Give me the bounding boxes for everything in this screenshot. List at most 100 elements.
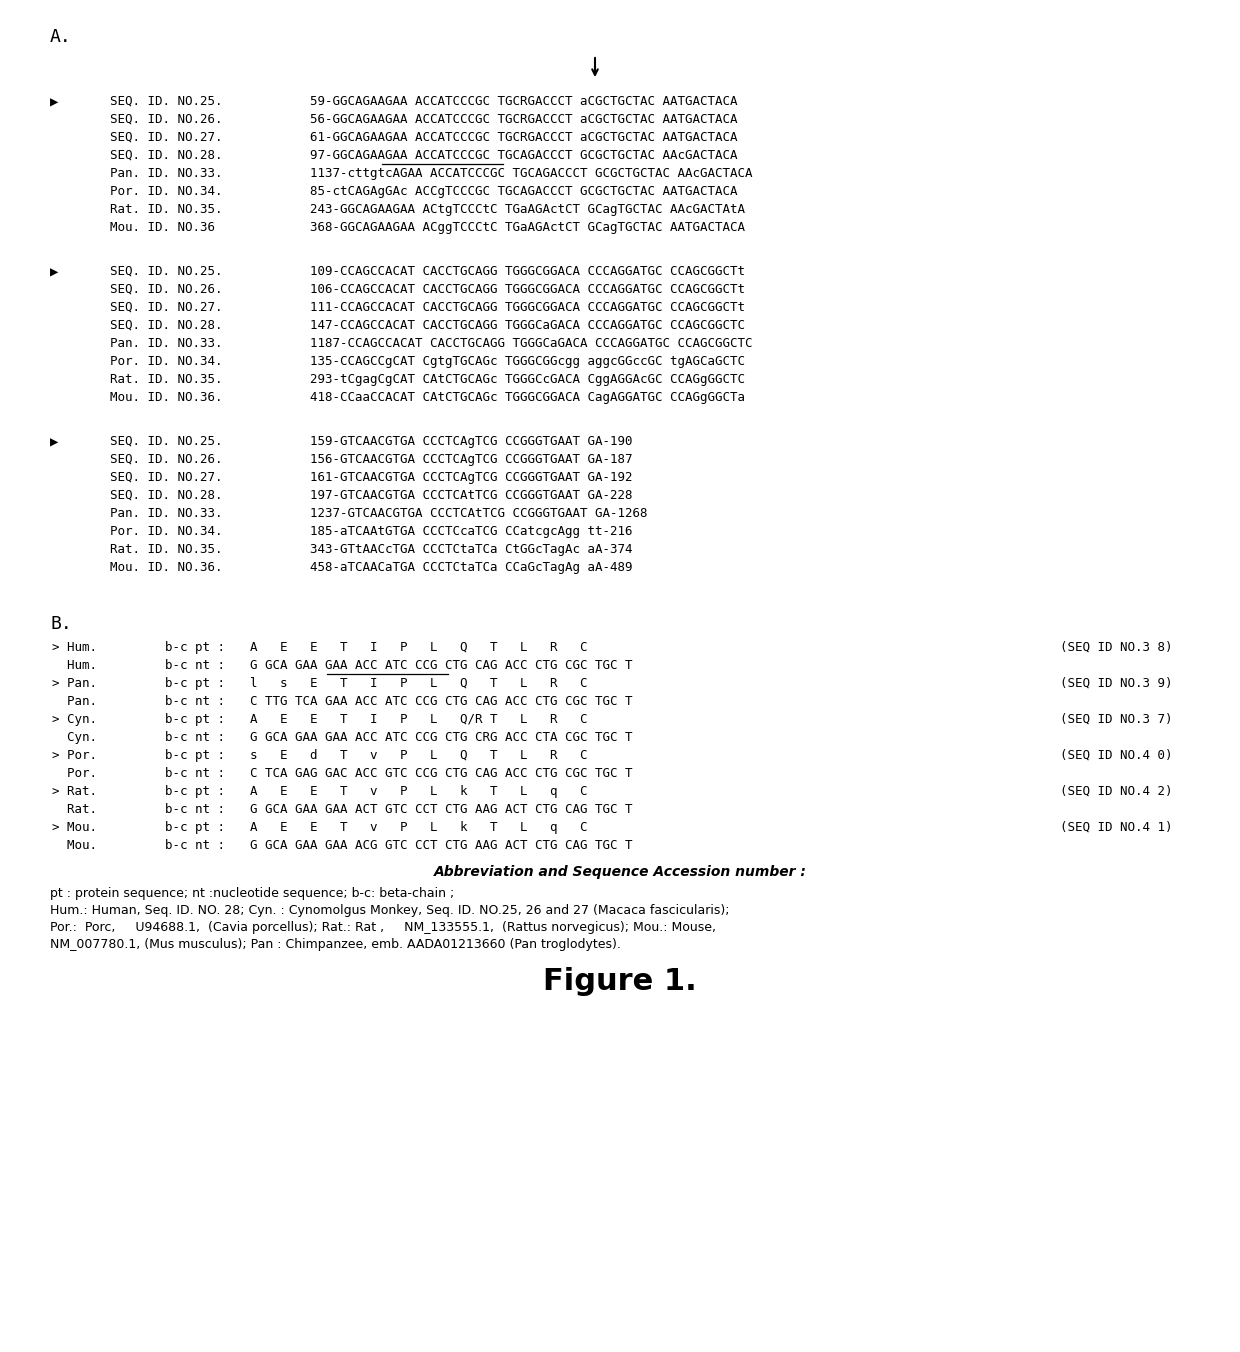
Text: (SEQ ID NO.4 1): (SEQ ID NO.4 1) xyxy=(1060,821,1173,834)
Text: Pan.: Pan. xyxy=(52,695,97,708)
Text: 156-GTCAACGTGA CCCTCAgTCG CCGGGTGAAT GA-187: 156-GTCAACGTGA CCCTCAgTCG CCGGGTGAAT GA-… xyxy=(310,453,632,466)
Text: SEQ. ID. NO.28.: SEQ. ID. NO.28. xyxy=(110,149,222,162)
Text: Mou. ID. NO.36.: Mou. ID. NO.36. xyxy=(110,561,222,575)
Text: 1237-GTCAACGTGA CCCTCAtTCG CCGGGTGAAT GA-1268: 1237-GTCAACGTGA CCCTCAtTCG CCGGGTGAAT GA… xyxy=(310,507,647,521)
Text: Cyn.: Cyn. xyxy=(52,731,97,744)
Text: 159-GTCAACGTGA CCCTCAgTCG CCGGGTGAAT GA-190: 159-GTCAACGTGA CCCTCAgTCG CCGGGTGAAT GA-… xyxy=(310,435,632,448)
Text: A   E   E   T   I   P   L   Q   T   L   R   C: A E E T I P L Q T L R C xyxy=(250,641,588,654)
Text: Mou. ID. NO.36.: Mou. ID. NO.36. xyxy=(110,391,222,404)
Text: Por. ID. NO.34.: Por. ID. NO.34. xyxy=(110,525,222,538)
Text: A   E   E   T   I   P   L   Q/R T   L   R   C: A E E T I P L Q/R T L R C xyxy=(250,713,588,726)
Text: Pan. ID. NO.33.: Pan. ID. NO.33. xyxy=(110,507,222,521)
Text: Abbreviation and Sequence Accession number :: Abbreviation and Sequence Accession numb… xyxy=(434,865,806,879)
Text: Hum.: Hum. xyxy=(52,658,97,672)
Text: (SEQ ID NO.3 9): (SEQ ID NO.3 9) xyxy=(1060,677,1173,690)
Text: 343-GTtAACcTGA CCCTCtaTCa CtGGcTagAc aA-374: 343-GTtAACcTGA CCCTCtaTCa CtGGcTagAc aA-… xyxy=(310,544,632,556)
Text: Por.:  Porc,     U94688.1,  (Cavia porcellus); Rat.: Rat ,     NM_133555.1,  (Ra: Por.: Porc, U94688.1, (Cavia porcellus);… xyxy=(50,921,715,934)
Text: SEQ. ID. NO.27.: SEQ. ID. NO.27. xyxy=(110,470,222,484)
Text: 197-GTCAACGTGA CCCTCAtTCG CCGGGTGAAT GA-228: 197-GTCAACGTGA CCCTCAtTCG CCGGGTGAAT GA-… xyxy=(310,489,632,502)
Text: Hum.: Human, Seq. ID. NO. 28; Cyn. : Cynomolgus Monkey, Seq. ID. NO.25, 26 and 2: Hum.: Human, Seq. ID. NO. 28; Cyn. : Cyn… xyxy=(50,904,729,917)
Text: s   E   d   T   v   P   L   Q   T   L   R   C: s E d T v P L Q T L R C xyxy=(250,749,588,763)
Text: 243-GGCAGAAGAA ACtgTCCCtC TGaAGActCT GCagTGCTAC AAcGACTAtA: 243-GGCAGAAGAA ACtgTCCCtC TGaAGActCT GCa… xyxy=(310,203,745,216)
Text: Rat.: Rat. xyxy=(52,803,97,817)
Text: 135-CCAGCCgCAT CgtgTGCAGc TGGGCGGcgg aggcGGccGC tgAGCaGCTC: 135-CCAGCCgCAT CgtgTGCAGc TGGGCGGcgg agg… xyxy=(310,356,745,368)
Text: G GCA GAA GAA ACC ATC CCG CTG CAG ACC CTG CGC TGC T: G GCA GAA GAA ACC ATC CCG CTG CAG ACC CT… xyxy=(250,658,632,672)
Text: Rat. ID. NO.35.: Rat. ID. NO.35. xyxy=(110,544,222,556)
Text: SEQ. ID. NO.28.: SEQ. ID. NO.28. xyxy=(110,319,222,333)
Text: C TTG TCA GAA ACC ATC CCG CTG CAG ACC CTG CGC TGC T: C TTG TCA GAA ACC ATC CCG CTG CAG ACC CT… xyxy=(250,695,632,708)
Text: > Pan.: > Pan. xyxy=(52,677,97,690)
Text: 85-ctCAGAgGAc ACCgTCCCGC TGCAGACCCT GCGCTGCTAC AATGACTACA: 85-ctCAGAgGAc ACCgTCCCGC TGCAGACCCT GCGC… xyxy=(310,185,738,197)
Text: l   s   E   T   I   P   L   Q   T   L   R   C: l s E T I P L Q T L R C xyxy=(250,677,588,690)
Text: 185-aTCAAtGTGA CCCTCcaTCG CCatcgcAgg tt-216: 185-aTCAAtGTGA CCCTCcaTCG CCatcgcAgg tt-… xyxy=(310,525,632,538)
Text: 109-CCAGCCACAT CACCTGCAGG TGGGCGGACA CCCAGGATGC CCAGCGGCTt: 109-CCAGCCACAT CACCTGCAGG TGGGCGGACA CCC… xyxy=(310,265,745,279)
Text: ▶: ▶ xyxy=(50,265,58,279)
Text: Figure 1.: Figure 1. xyxy=(543,967,697,996)
Text: b-c nt :: b-c nt : xyxy=(165,731,224,744)
Text: (SEQ ID NO.4 0): (SEQ ID NO.4 0) xyxy=(1060,749,1173,763)
Text: pt : protein sequence; nt :nucleotide sequence; b-c: beta-chain ;: pt : protein sequence; nt :nucleotide se… xyxy=(50,887,454,900)
Text: SEQ. ID. NO.26.: SEQ. ID. NO.26. xyxy=(110,283,222,296)
Text: SEQ. ID. NO.25.: SEQ. ID. NO.25. xyxy=(110,265,222,279)
Text: b-c pt :: b-c pt : xyxy=(165,641,224,654)
Text: SEQ. ID. NO.25.: SEQ. ID. NO.25. xyxy=(110,435,222,448)
Text: > Por.: > Por. xyxy=(52,749,97,763)
Text: SEQ. ID. NO.27.: SEQ. ID. NO.27. xyxy=(110,131,222,145)
Text: SEQ. ID. NO.25.: SEQ. ID. NO.25. xyxy=(110,95,222,108)
Text: b-c nt :: b-c nt : xyxy=(165,658,224,672)
Text: b-c pt :: b-c pt : xyxy=(165,749,224,763)
Text: b-c pt :: b-c pt : xyxy=(165,713,224,726)
Text: A   E   E   T   v   P   L   k   T   L   q   C: A E E T v P L k T L q C xyxy=(250,821,588,834)
Text: 61-GGCAGAAGAA ACCATCCCGC TGCRGACCCT aCGCTGCTAC AATGACTACA: 61-GGCAGAAGAA ACCATCCCGC TGCRGACCCT aCGC… xyxy=(310,131,738,145)
Text: Por. ID. NO.34.: Por. ID. NO.34. xyxy=(110,356,222,368)
Text: Rat. ID. NO.35.: Rat. ID. NO.35. xyxy=(110,373,222,387)
Text: > Mou.: > Mou. xyxy=(52,821,97,834)
Text: 161-GTCAACGTGA CCCTCAgTCG CCGGGTGAAT GA-192: 161-GTCAACGTGA CCCTCAgTCG CCGGGTGAAT GA-… xyxy=(310,470,632,484)
Text: 59-GGCAGAAGAA ACCATCCCGC TGCRGACCCT aCGCTGCTAC AATGACTACA: 59-GGCAGAAGAA ACCATCCCGC TGCRGACCCT aCGC… xyxy=(310,95,738,108)
Text: SEQ. ID. NO.28.: SEQ. ID. NO.28. xyxy=(110,489,222,502)
Text: b-c pt :: b-c pt : xyxy=(165,677,224,690)
Text: NM_007780.1, (Mus musculus); Pan : Chimpanzee, emb. AADA01213660 (Pan troglodyte: NM_007780.1, (Mus musculus); Pan : Chimp… xyxy=(50,938,621,950)
Text: 106-CCAGCCACAT CACCTGCAGG TGGGCGGACA CCCAGGATGC CCAGCGGCTt: 106-CCAGCCACAT CACCTGCAGG TGGGCGGACA CCC… xyxy=(310,283,745,296)
Text: A.: A. xyxy=(50,28,72,46)
Text: Mou.: Mou. xyxy=(52,840,97,852)
Text: Rat. ID. NO.35.: Rat. ID. NO.35. xyxy=(110,203,222,216)
Text: 368-GGCAGAAGAA ACggTCCCtC TGaAGActCT GCagTGCTAC AATGACTACA: 368-GGCAGAAGAA ACggTCCCtC TGaAGActCT GCa… xyxy=(310,220,745,234)
Text: 147-CCAGCCACAT CACCTGCAGG TGGGCaGACA CCCAGGATGC CCAGCGGCTC: 147-CCAGCCACAT CACCTGCAGG TGGGCaGACA CCC… xyxy=(310,319,745,333)
Text: 1187-CCAGCCACAT CACCTGCAGG TGGGCaGACA CCCAGGATGC CCAGCGGCTC: 1187-CCAGCCACAT CACCTGCAGG TGGGCaGACA CC… xyxy=(310,337,753,350)
Text: > Rat.: > Rat. xyxy=(52,786,97,798)
Text: ▶: ▶ xyxy=(50,435,58,449)
Text: A   E   E   T   v   P   L   k   T   L   q   C: A E E T v P L k T L q C xyxy=(250,786,588,798)
Text: 418-CCaaCCACAT CAtCTGCAGc TGGGCGGACA CagAGGATGC CCAGgGGCTa: 418-CCaaCCACAT CAtCTGCAGc TGGGCGGACA Cag… xyxy=(310,391,745,404)
Text: Por.: Por. xyxy=(52,767,97,780)
Text: SEQ. ID. NO.27.: SEQ. ID. NO.27. xyxy=(110,301,222,314)
Text: Mou. ID. NO.36: Mou. ID. NO.36 xyxy=(110,220,215,234)
Text: 458-aTCAACaTGA CCCTCtaTCa CCaGcTagAg aA-489: 458-aTCAACaTGA CCCTCtaTCa CCaGcTagAg aA-… xyxy=(310,561,632,575)
Text: Pan. ID. NO.33.: Pan. ID. NO.33. xyxy=(110,168,222,180)
Text: (SEQ ID NO.4 2): (SEQ ID NO.4 2) xyxy=(1060,786,1173,798)
Text: B.: B. xyxy=(50,615,72,633)
Text: G GCA GAA GAA ACC ATC CCG CTG CRG ACC CTA CGC TGC T: G GCA GAA GAA ACC ATC CCG CTG CRG ACC CT… xyxy=(250,731,632,744)
Text: 97-GGCAGAAGAA ACCATCCCGC TGCAGACCCT GCGCTGCTAC AAcGACTACA: 97-GGCAGAAGAA ACCATCCCGC TGCAGACCCT GCGC… xyxy=(310,149,738,162)
Text: b-c nt :: b-c nt : xyxy=(165,840,224,852)
Text: (SEQ ID NO.3 7): (SEQ ID NO.3 7) xyxy=(1060,713,1173,726)
Text: 111-CCAGCCACAT CACCTGCAGG TGGGCGGACA CCCAGGATGC CCAGCGGCTt: 111-CCAGCCACAT CACCTGCAGG TGGGCGGACA CCC… xyxy=(310,301,745,314)
Text: SEQ. ID. NO.26.: SEQ. ID. NO.26. xyxy=(110,453,222,466)
Text: (SEQ ID NO.3 8): (SEQ ID NO.3 8) xyxy=(1060,641,1173,654)
Text: b-c nt :: b-c nt : xyxy=(165,803,224,817)
Text: 293-tCgagCgCAT CAtCTGCAGc TGGGCcGACA CggAGGAcGC CCAGgGGCTC: 293-tCgagCgCAT CAtCTGCAGc TGGGCcGACA Cgg… xyxy=(310,373,745,387)
Text: b-c nt :: b-c nt : xyxy=(165,767,224,780)
Text: 56-GGCAGAAGAA ACCATCCCGC TGCRGACCCT aCGCTGCTAC AATGACTACA: 56-GGCAGAAGAA ACCATCCCGC TGCRGACCCT aCGC… xyxy=(310,114,738,126)
Text: > Cyn.: > Cyn. xyxy=(52,713,97,726)
Text: ▶: ▶ xyxy=(50,95,58,110)
Text: 1137-cttgtcAGAA ACCATCCCGC TGCAGACCCT GCGCTGCTAC AAcGACTACA: 1137-cttgtcAGAA ACCATCCCGC TGCAGACCCT GC… xyxy=(310,168,753,180)
Text: G GCA GAA GAA ACT GTC CCT CTG AAG ACT CTG CAG TGC T: G GCA GAA GAA ACT GTC CCT CTG AAG ACT CT… xyxy=(250,803,632,817)
Text: Pan. ID. NO.33.: Pan. ID. NO.33. xyxy=(110,337,222,350)
Text: G GCA GAA GAA ACG GTC CCT CTG AAG ACT CTG CAG TGC T: G GCA GAA GAA ACG GTC CCT CTG AAG ACT CT… xyxy=(250,840,632,852)
Text: b-c pt :: b-c pt : xyxy=(165,786,224,798)
Text: SEQ. ID. NO.26.: SEQ. ID. NO.26. xyxy=(110,114,222,126)
Text: b-c nt :: b-c nt : xyxy=(165,695,224,708)
Text: Por. ID. NO.34.: Por. ID. NO.34. xyxy=(110,185,222,197)
Text: > Hum.: > Hum. xyxy=(52,641,97,654)
Text: b-c pt :: b-c pt : xyxy=(165,821,224,834)
